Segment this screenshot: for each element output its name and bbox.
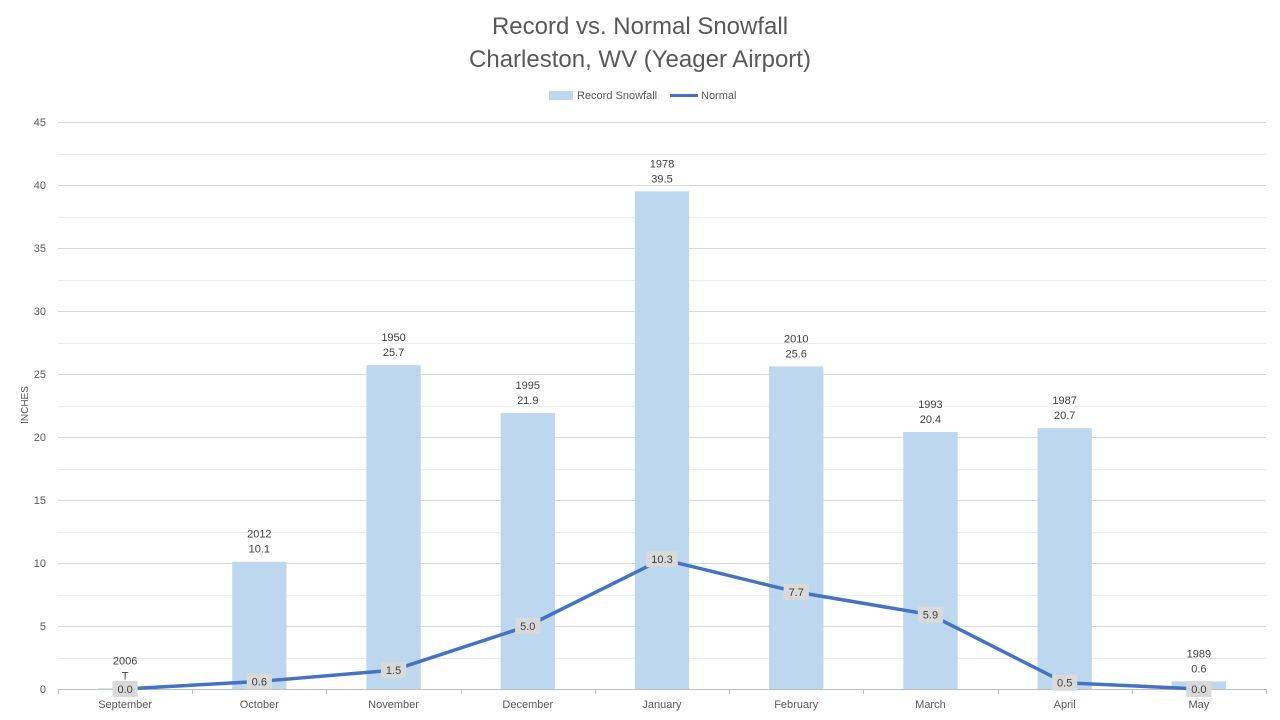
x-tick-label: January (642, 699, 682, 711)
y-tick-label: 10 (34, 558, 46, 570)
x-tick-label: May (1188, 699, 1209, 711)
bar-value-label: 10.1 (249, 544, 270, 556)
bar-value-label: 0.6 (1191, 663, 1206, 675)
bar-year-label: 2012 (247, 529, 271, 541)
normal-label-box (380, 662, 407, 679)
normal-label-box (783, 583, 809, 600)
bar-record-march (903, 431, 958, 689)
y-axis-ticks: 0 5 10 15 20 25 30 35 40 45 (34, 117, 46, 696)
legend-label-record: Record Snowfall (577, 90, 657, 102)
y-tick-label: 40 (34, 180, 46, 192)
normal-value-label: 5.0 (520, 621, 535, 633)
bar-record-december (500, 413, 555, 689)
bar-year-label: 1978 (650, 158, 674, 170)
data-labels: 2006 T 2012 10.1 1950 25.7 1995 21.9 1978 39.5 201… (112, 158, 1212, 697)
chart-title-line-1: Record vs. Normal Snowfall (492, 13, 788, 40)
bar-year-label: 1989 (1187, 648, 1211, 660)
bar-value-label: 20.4 (920, 414, 941, 426)
bar-year-label: 2006 (113, 655, 137, 667)
chart-title-line-2: Charleston, WV (Yeager Airport) (469, 46, 811, 73)
normal-label-box (112, 681, 138, 697)
normal-value-label: 10.3 (651, 554, 672, 566)
bar-year-label: 1950 (381, 332, 405, 344)
bar-value-label: 21.9 (517, 395, 538, 407)
bar-value-label: 25.6 (786, 348, 807, 360)
y-tick-label: 45 (34, 117, 46, 129)
bar-record-october (232, 561, 287, 689)
x-tick-label: November (368, 699, 419, 711)
normal-label-box (917, 606, 944, 623)
legend-swatch-record (549, 91, 573, 100)
bar-value-label: 20.7 (1054, 410, 1075, 422)
bars (97, 191, 1227, 690)
bar-value-label: T (122, 670, 129, 682)
x-tick-label: September (98, 699, 152, 711)
normal-value-label: 1.5 (386, 665, 401, 677)
normal-value-label: 0.6 (252, 676, 267, 688)
bar-value-label: 25.7 (383, 347, 404, 359)
normal-label-box (1186, 681, 1212, 697)
y-tick-label: 5 (40, 621, 46, 633)
y-tick-label: 15 (34, 495, 46, 507)
normal-label-box (646, 551, 678, 568)
y-tick-label: 35 (34, 243, 46, 255)
bar-value-label: 39.5 (651, 173, 672, 185)
legend: Record Snowfall Normal (549, 90, 736, 102)
x-axis-ticks: September October November December January F… (98, 699, 1210, 711)
bar-year-label: 1995 (516, 380, 540, 392)
bar-year-label: 2010 (784, 333, 808, 345)
y-axis-title: INCHES (20, 386, 31, 424)
x-tick-label: December (502, 699, 553, 711)
bar-year-label: 1987 (1052, 395, 1076, 407)
normal-label-box (1052, 674, 1078, 691)
x-tick-label: October (240, 699, 279, 711)
bar-record-november (366, 365, 421, 689)
x-tick-label: February (774, 699, 819, 711)
normal-label-box (515, 618, 541, 634)
normal-value-label: 0.5 (1057, 678, 1072, 690)
normal-value-label: 0.0 (1191, 684, 1206, 696)
normal-value-label: 5.9 (923, 610, 938, 622)
bar-record-january (634, 191, 690, 690)
x-tick-label: April (1054, 699, 1076, 711)
bar-year-label: 1993 (918, 399, 942, 411)
y-tick-label: 30 (34, 306, 46, 318)
x-tick-label: March (915, 699, 946, 711)
normal-value-label: 7.7 (789, 587, 804, 599)
bar-record-april (1037, 428, 1092, 689)
bar-record-february (769, 366, 824, 689)
normal-value-label: 0.0 (117, 684, 132, 696)
y-tick-label: 20 (34, 432, 46, 444)
y-tick-label: 25 (34, 369, 46, 381)
y-tick-label: 0 (40, 684, 46, 696)
normal-label-box (246, 673, 272, 690)
legend-label-normal: Normal (701, 90, 736, 102)
